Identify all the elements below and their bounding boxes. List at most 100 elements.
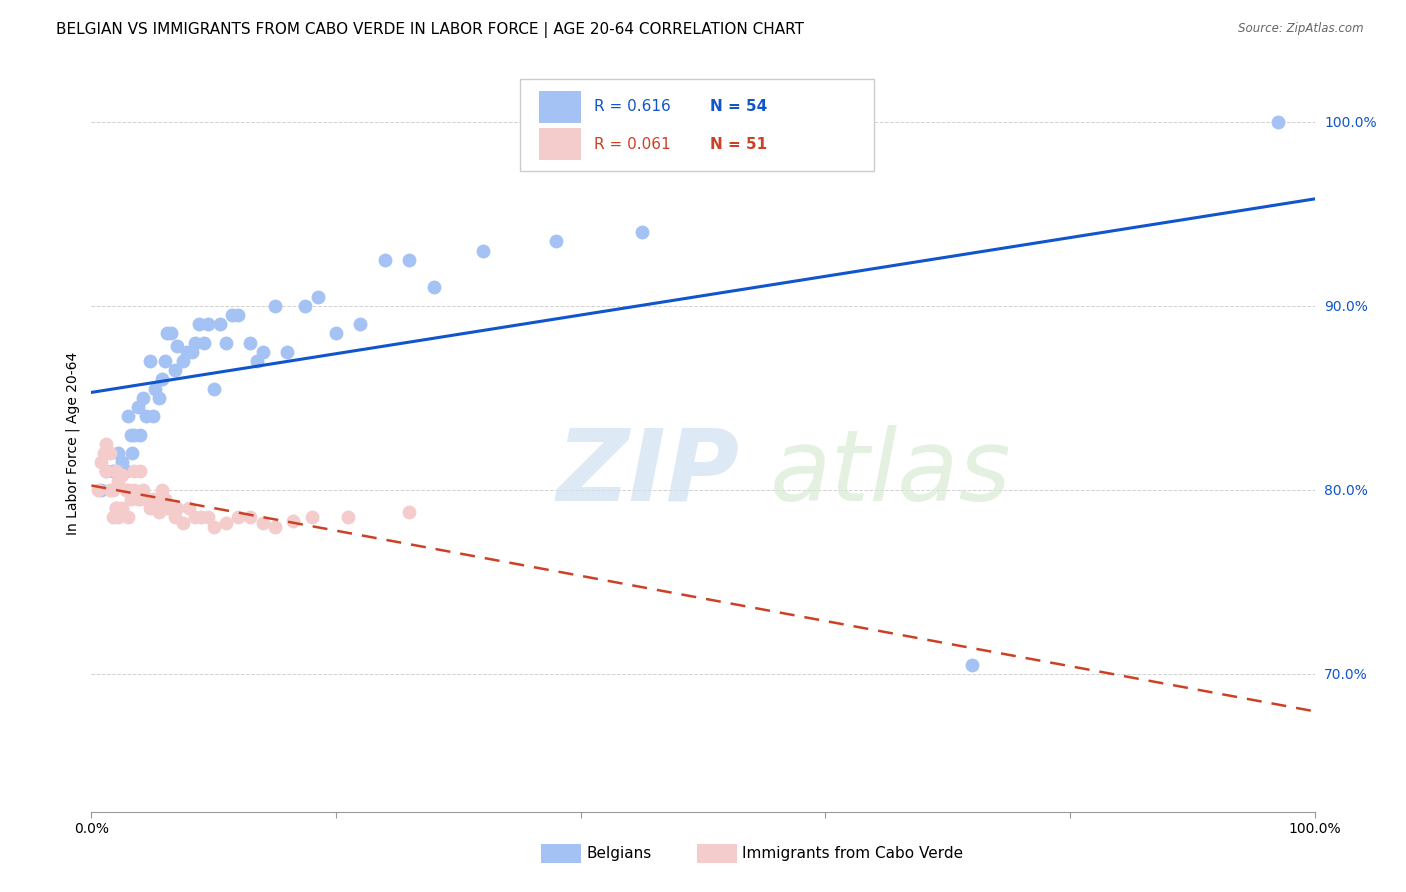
Point	[104, 501, 127, 516]
Point	[398, 505, 420, 519]
Point	[190, 510, 212, 524]
Point	[423, 280, 446, 294]
Point	[107, 446, 129, 460]
Point	[94, 436, 117, 450]
Text: Source: ZipAtlas.com: Source: ZipAtlas.com	[1239, 22, 1364, 36]
Point	[546, 235, 568, 249]
Point	[239, 335, 262, 350]
FancyBboxPatch shape	[520, 79, 875, 171]
Point	[129, 464, 152, 478]
Point	[197, 317, 219, 331]
Point	[141, 491, 163, 506]
Point	[176, 344, 198, 359]
Point	[160, 326, 183, 341]
Point	[122, 483, 145, 497]
Point	[252, 516, 274, 530]
Point	[179, 501, 201, 516]
Point	[245, 354, 267, 368]
Point	[276, 344, 298, 359]
Point	[156, 326, 179, 341]
Point	[121, 446, 143, 460]
Point	[156, 501, 179, 516]
Point	[103, 510, 125, 524]
Point	[104, 464, 127, 478]
Point	[103, 464, 125, 478]
Point	[153, 354, 176, 368]
Point	[135, 491, 157, 506]
Point	[104, 501, 127, 516]
Point	[117, 483, 139, 497]
Point	[252, 344, 274, 359]
Point	[150, 372, 173, 386]
Point	[202, 519, 225, 533]
Point	[197, 510, 219, 524]
Point	[283, 514, 305, 528]
Point	[111, 455, 134, 469]
Point	[215, 516, 238, 530]
Point	[93, 446, 115, 460]
Point	[127, 400, 149, 414]
Point	[129, 427, 152, 442]
Point	[139, 354, 162, 368]
Point	[103, 483, 125, 497]
Text: N = 54: N = 54	[710, 99, 768, 114]
Text: R = 0.616: R = 0.616	[595, 99, 671, 114]
Point	[160, 501, 183, 516]
Point	[122, 464, 145, 478]
Text: ZIP: ZIP	[557, 425, 740, 522]
Point	[90, 455, 112, 469]
Point	[166, 501, 188, 516]
Point	[135, 409, 157, 424]
Point	[1267, 115, 1289, 129]
Point	[107, 474, 129, 488]
Point	[193, 335, 215, 350]
Text: Belgians: Belgians	[586, 847, 651, 861]
Point	[374, 252, 396, 267]
Point	[208, 317, 231, 331]
Point	[349, 317, 371, 331]
Point	[139, 501, 162, 516]
Point	[301, 510, 323, 524]
Point	[132, 391, 155, 405]
Text: R = 0.061: R = 0.061	[595, 136, 671, 152]
Text: Immigrants from Cabo Verde: Immigrants from Cabo Verde	[742, 847, 963, 861]
Point	[150, 483, 173, 497]
Point	[117, 409, 139, 424]
Point	[143, 382, 166, 396]
Point	[166, 339, 188, 353]
Point	[120, 427, 142, 442]
Text: atlas: atlas	[770, 425, 1012, 522]
Point	[98, 446, 121, 460]
Point	[226, 510, 249, 524]
Point	[226, 308, 249, 322]
Point	[221, 308, 243, 322]
Point	[90, 483, 112, 497]
Point	[163, 363, 186, 377]
Point	[129, 491, 152, 506]
Point	[114, 464, 136, 478]
Point	[153, 491, 176, 506]
Point	[294, 299, 316, 313]
Point	[215, 335, 238, 350]
Point	[202, 382, 225, 396]
Point	[98, 483, 121, 497]
Point	[148, 391, 170, 405]
Point	[325, 326, 347, 341]
Point	[264, 519, 287, 533]
Point	[94, 464, 117, 478]
Point	[120, 491, 142, 506]
Point	[188, 317, 211, 331]
Point	[631, 225, 654, 239]
Point	[398, 252, 420, 267]
Point	[337, 510, 360, 524]
FancyBboxPatch shape	[538, 128, 581, 161]
Point	[111, 468, 134, 483]
Point	[94, 464, 117, 478]
Point	[960, 657, 983, 672]
Y-axis label: In Labor Force | Age 20-64: In Labor Force | Age 20-64	[66, 352, 80, 535]
Point	[117, 510, 139, 524]
Point	[163, 510, 186, 524]
Point	[307, 289, 329, 303]
Point	[141, 409, 163, 424]
Point	[264, 299, 287, 313]
